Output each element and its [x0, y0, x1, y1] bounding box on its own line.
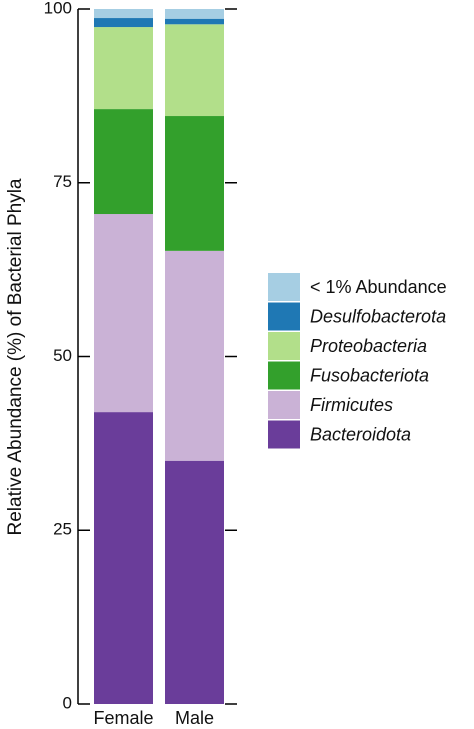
y-tick-label: 100 [44, 0, 72, 17]
legend-swatch [268, 361, 300, 390]
bar-segment [165, 18, 224, 25]
bar-segment [94, 18, 153, 28]
y-tick-label: 50 [53, 346, 72, 365]
legend-swatch [268, 332, 300, 360]
bar-segment [94, 27, 153, 110]
legend-swatch [268, 273, 300, 301]
y-tick-label: 0 [63, 693, 72, 712]
bar-segment [94, 214, 153, 413]
bar-segment [165, 24, 224, 117]
bar-segment [165, 116, 224, 251]
bar-segment [165, 9, 224, 19]
legend-swatch [268, 391, 300, 419]
legend-label: Fusobacteriota [310, 365, 429, 385]
legend-swatch [268, 302, 300, 331]
legend-label: Bacteroidota [310, 424, 411, 444]
legend-swatch [268, 420, 300, 449]
y-tick-label: 25 [53, 520, 72, 539]
legend-label: Desulfobacterota [310, 306, 446, 326]
x-tick-label: Female [93, 708, 153, 728]
bar-segment [94, 109, 153, 215]
y-tick-label: 75 [53, 172, 72, 191]
bar-segment [94, 9, 153, 19]
legend-label: Proteobacteria [310, 336, 427, 356]
bar-segment [94, 412, 153, 704]
x-tick-label: Male [175, 708, 214, 728]
y-axis-title: Relative Abundance (%) of Bacterial Phyl… [5, 178, 26, 535]
bar-segment [165, 460, 224, 704]
bar-segment [165, 250, 224, 461]
legend-label: Firmicutes [310, 395, 393, 415]
legend-label: < 1% Abundance [310, 277, 447, 297]
